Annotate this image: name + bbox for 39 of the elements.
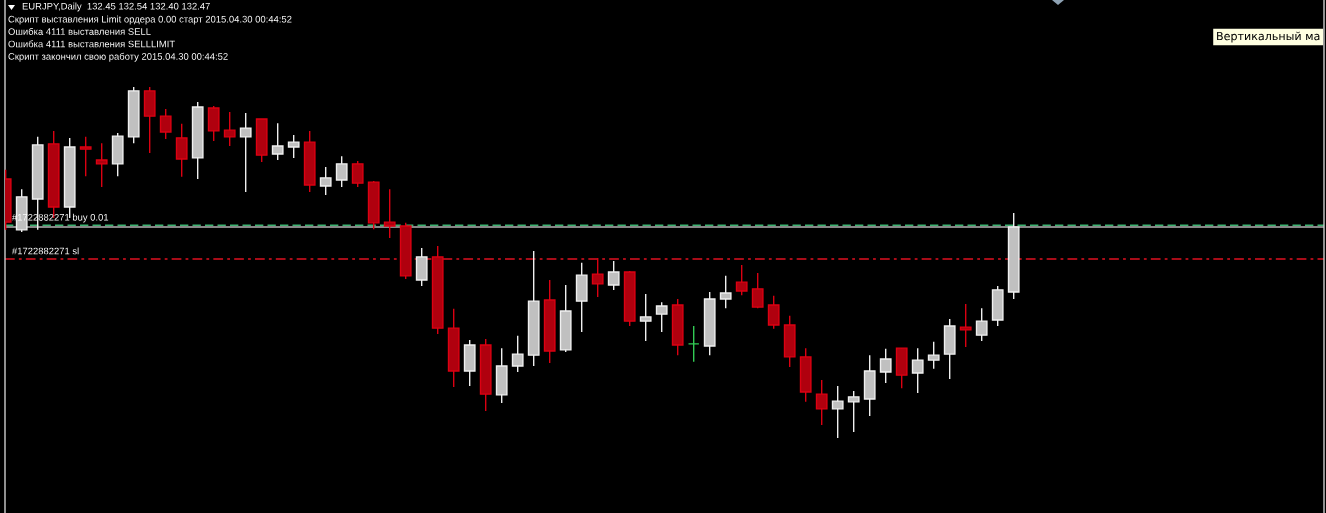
- candlestick: [879, 348, 892, 384]
- candlestick: [911, 347, 924, 394]
- candlestick: [335, 155, 348, 188]
- candlestick: [415, 247, 428, 287]
- candlestick: [175, 123, 188, 178]
- text: Скрипт закончил свою работу 2015.04.30 00:44:52: [8, 52, 228, 62]
- candlestick: [959, 303, 972, 348]
- candlestick: [639, 293, 652, 342]
- text: Скрипт выставления Limit ордера 0.00 старт 2015.04.30 00:44:52: [8, 15, 292, 25]
- candlestick: [831, 385, 844, 439]
- text: Ошибка 4111 выставления SELLLIMIT: [8, 40, 175, 48]
- candlestick: [591, 257, 604, 298]
- text: Ошибка 4111 выставления SELL: [8, 27, 151, 35]
- candlestick: [735, 264, 748, 296]
- candlestick: [607, 260, 620, 291]
- candlestick: [975, 307, 988, 342]
- candlestick: [751, 272, 764, 309]
- chart-title: EURJPY,Daily 132.45 132.54 132.40 132.47: [22, 2, 210, 12]
- candlestick: [383, 188, 396, 239]
- text: Вертикальный ма: [1217, 31, 1320, 43]
- candlestick: [719, 275, 732, 309]
- candlestick: [815, 379, 828, 426]
- candlestick: [95, 142, 108, 188]
- candlestick: [511, 335, 524, 373]
- candlestick: [767, 295, 780, 330]
- candlestick: [287, 134, 300, 159]
- candlestick: [351, 160, 364, 188]
- candlestick: [159, 108, 172, 140]
- candlestick: [319, 166, 332, 196]
- candlestick: [223, 111, 236, 147]
- candlestick: [79, 136, 92, 177]
- ref-line-label: #1722882271 sl: [11, 247, 79, 255]
- candlestick: [271, 122, 284, 161]
- candlestick: [847, 390, 860, 433]
- candlestick: [239, 112, 252, 193]
- candlestick: [655, 301, 668, 333]
- candlestick: [687, 325, 700, 363]
- candlestick: [207, 105, 220, 142]
- candlestick: [927, 341, 940, 370]
